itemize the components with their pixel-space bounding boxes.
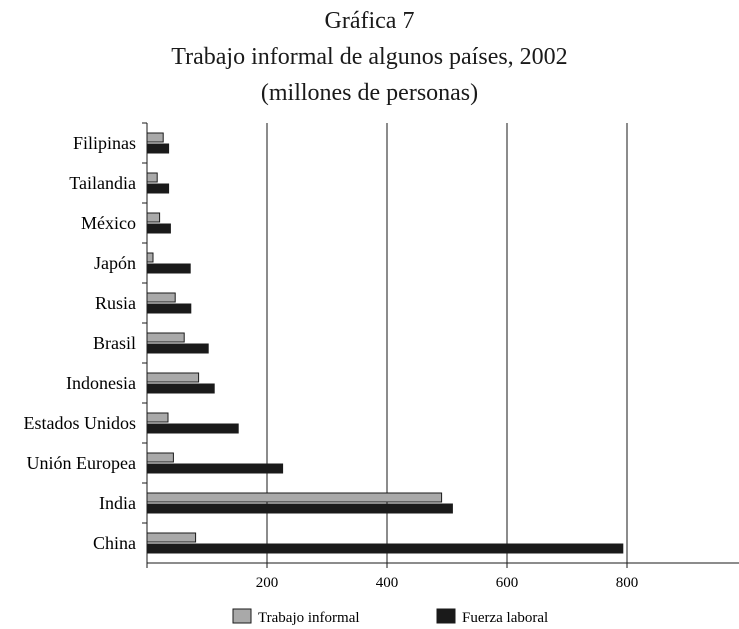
bar-trabajo-informal <box>146 212 161 223</box>
bar-trabajo-informal <box>146 252 154 263</box>
category-label: Japón <box>94 253 136 273</box>
category-label: Unión Europea <box>27 453 136 473</box>
bar-fuerza-laboral <box>146 383 215 394</box>
category-label: India <box>99 493 136 513</box>
chart-title-line-3: (millones de personas) <box>260 80 479 106</box>
category-label: Filipinas <box>73 133 136 153</box>
bar-trabajo-informal <box>146 412 169 423</box>
bar-fuerza-laboral <box>146 463 284 474</box>
x-tick-label-800: 800 <box>616 575 639 591</box>
legend-label-informal: Trabajo informal <box>258 610 360 626</box>
legend-swatch-laboral <box>436 608 456 624</box>
x-tick-label-600: 600 <box>496 575 519 591</box>
bar-fuerza-laboral <box>146 503 453 514</box>
bar-trabajo-informal <box>146 372 200 383</box>
bar-fuerza-laboral <box>146 303 192 314</box>
bar-fuerza-laboral <box>146 263 191 274</box>
tick-labels: 200 400 600 800 <box>256 575 639 591</box>
legend: Trabajo informal Fuerza laboral <box>232 608 548 626</box>
category-label: México <box>81 213 136 233</box>
category-label: Indonesia <box>66 373 136 393</box>
bar-trabajo-informal <box>146 452 174 463</box>
chart-title-line-2: Trabajo informal de algunos países, 2002 <box>171 44 568 70</box>
bar-trabajo-informal <box>146 332 185 343</box>
x-tick-label-200: 200 <box>256 575 279 591</box>
category-label: Brasil <box>93 333 136 353</box>
bar-fuerza-laboral <box>146 183 170 194</box>
bar-fuerza-laboral <box>146 223 171 234</box>
x-tick-label-400: 400 <box>376 575 399 591</box>
legend-label-laboral: Fuerza laboral <box>462 610 548 626</box>
legend-swatch-informal <box>232 608 252 624</box>
bar-trabajo-informal <box>146 292 176 303</box>
bar-trabajo-informal <box>146 132 164 143</box>
bar-fuerza-laboral <box>146 543 624 554</box>
category-labels: Filipinas Tailandia México Japón Rusia Brasil… <box>24 133 137 553</box>
bar-trabajo-informal <box>146 172 158 183</box>
category-label: Estados Unidos <box>24 413 137 433</box>
bar-trabajo-informal <box>146 492 443 503</box>
bar-trabajo-informal <box>146 532 197 543</box>
chart-title-line-1: Gráfica 7 <box>324 8 415 34</box>
gridlines <box>266 123 628 563</box>
category-label: China <box>93 533 136 553</box>
category-label: Rusia <box>95 293 136 313</box>
category-label: Tailandia <box>69 173 136 193</box>
axes <box>142 122 739 568</box>
bars <box>146 132 624 554</box>
bar-fuerza-laboral <box>146 343 209 354</box>
bar-fuerza-laboral <box>146 423 239 434</box>
bar-fuerza-laboral <box>146 143 170 154</box>
